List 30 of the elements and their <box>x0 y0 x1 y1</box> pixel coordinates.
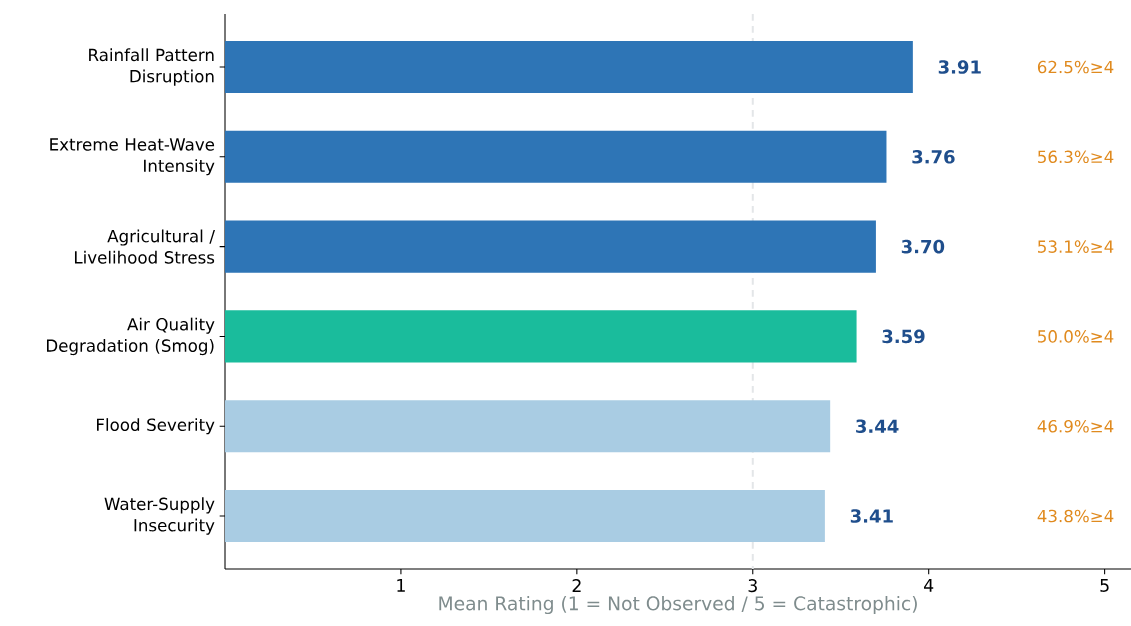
bar <box>225 400 831 453</box>
annotation: 53.1%≥4 <box>1038 240 1114 253</box>
bar <box>225 220 876 273</box>
bar <box>225 40 913 94</box>
x-tick-label: 1 <box>397 579 405 592</box>
data-label: 3.59 <box>882 329 925 344</box>
annotation: 50.0%≥4 <box>1038 330 1114 343</box>
annotation: 43.8%≥4 <box>1037 509 1114 523</box>
y-tick-label: Rainfall Pattern Disruption <box>89 48 214 86</box>
bar <box>225 489 825 543</box>
y-tick-label: Air Quality Degradation (Smog) <box>46 317 215 356</box>
bar <box>225 310 857 363</box>
data-label: 3.44 <box>856 419 899 434</box>
x-axis-title: Mean Rating (1 = Not Observed / 5 = Catastrophic) <box>439 595 917 615</box>
data-label: 3.70 <box>901 239 945 254</box>
x-tick-label: 3 <box>748 579 757 593</box>
bar <box>225 130 887 183</box>
annotation: 46.9%≥4 <box>1037 419 1114 433</box>
y-tick-label: Water-Supply Insecurity <box>104 497 215 535</box>
y-tick-label: Flood Severity <box>97 418 215 435</box>
annotation: 62.5%≥4 <box>1037 60 1114 74</box>
y-tick-label: Agricultural / Livelihood Stress <box>74 229 215 264</box>
x-tick-label: 2 <box>572 579 581 592</box>
data-label: 3.41 <box>850 509 893 523</box>
annotation: 56.3%≥4 <box>1038 150 1114 164</box>
y-tick-label: Extreme Heat-Wave Intensity <box>50 138 215 176</box>
x-tick-label: 5 <box>1100 579 1109 592</box>
data-label: 3.76 <box>912 149 955 164</box>
data-label: 3.91 <box>938 60 981 74</box>
x-tick-label: 4 <box>924 579 934 592</box>
